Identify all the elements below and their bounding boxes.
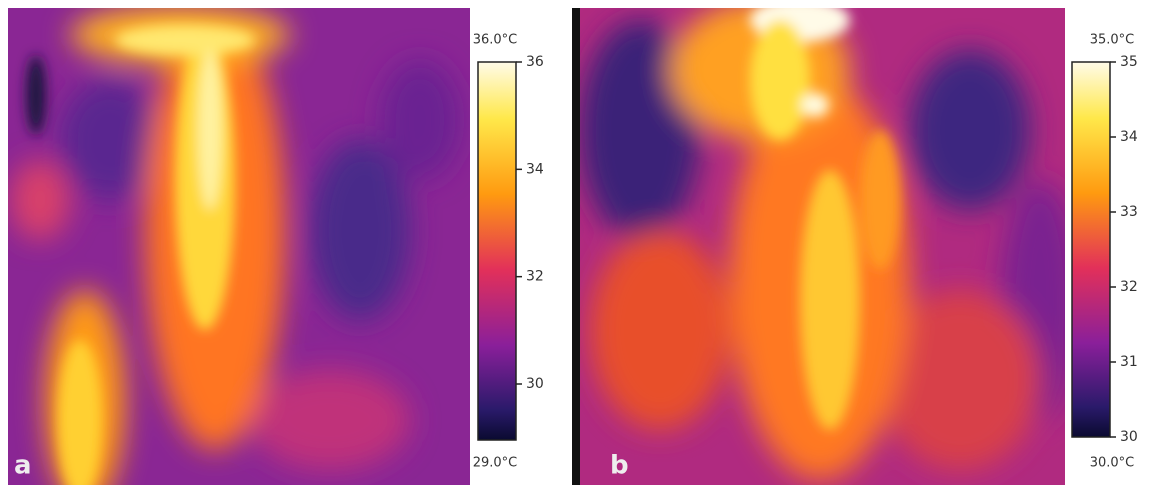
colorbar-min-label: 29.0°C [473,456,518,471]
colorbar-tick-label: 31 [1120,354,1138,370]
colorbar-tick-label: 30 [526,376,544,392]
colorbar-tick-label: 35 [1120,54,1138,70]
colorbar-tick-label: 33 [1120,204,1138,220]
panel-label: b [610,451,629,481]
colorbar-min-label: 30.0°C [1090,456,1135,471]
colorbar-max-label: 36.0°C [473,33,518,48]
colorbar-tick-label: 34 [526,161,544,177]
colorbar-tick-label: 32 [526,269,544,285]
colorbar-tick-label: 36 [526,54,544,70]
colorbar-b [1071,61,1111,438]
colorbar-tick-label: 32 [1120,279,1138,295]
divider [572,8,580,485]
colorbar-tick-label: 34 [1120,129,1138,145]
colorbar-max-label: 35.0°C [1090,33,1135,48]
colorbar-tick-label: 30 [1120,429,1138,445]
panel-label: a [14,451,32,481]
thermal-image-b [580,8,1065,485]
colorbar-a [477,61,517,441]
thermal-image-a [8,8,470,485]
